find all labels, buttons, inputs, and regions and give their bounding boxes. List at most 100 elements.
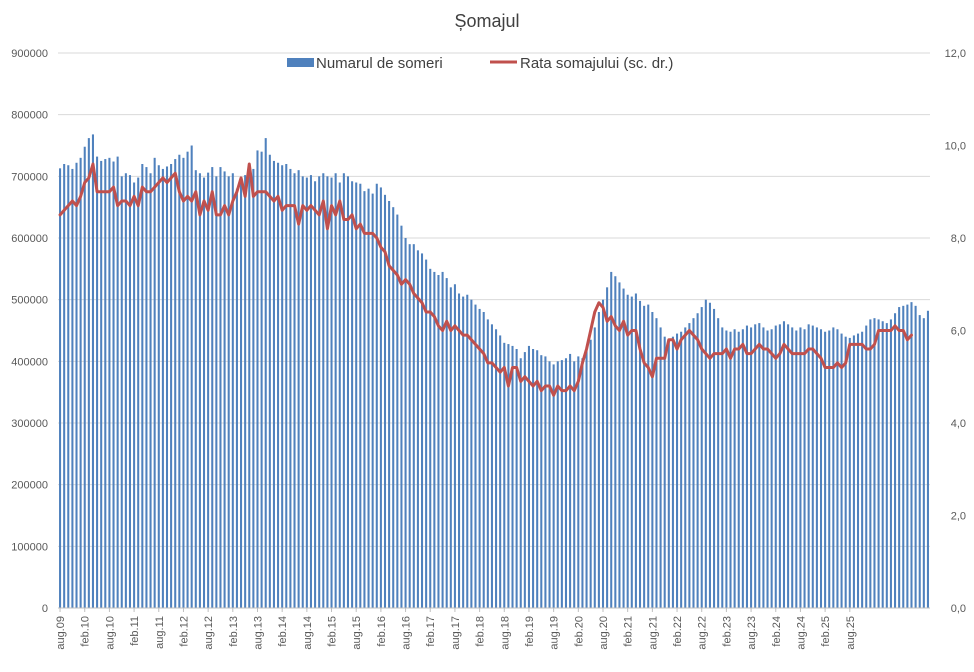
bar	[285, 164, 288, 608]
bar	[211, 167, 214, 608]
bar	[116, 156, 119, 608]
bar	[240, 182, 243, 608]
bar	[770, 329, 773, 608]
bar	[881, 321, 884, 608]
bar	[828, 330, 831, 608]
bar	[133, 182, 136, 608]
x-tick-label: feb.19	[524, 616, 536, 647]
x-tick-label: feb.25	[820, 616, 832, 647]
y-left-tick-label: 900000	[11, 48, 48, 60]
bar	[548, 361, 551, 608]
bar	[227, 176, 230, 608]
bar	[120, 176, 123, 608]
bar	[713, 308, 716, 608]
bar	[725, 330, 728, 608]
bar	[906, 304, 909, 608]
y-right-tick-label: 6,0	[951, 326, 966, 338]
bar	[799, 327, 802, 608]
bar	[297, 170, 300, 609]
bar	[322, 173, 325, 608]
x-tick-label: aug.25	[845, 616, 857, 650]
bar	[318, 176, 321, 608]
x-tick-label: feb.14	[277, 616, 289, 647]
bar	[754, 324, 757, 608]
bar	[844, 336, 847, 608]
x-tick-label: feb.10	[80, 616, 92, 647]
x-tick-label: feb.15	[327, 616, 339, 647]
bar	[412, 244, 415, 609]
bar	[515, 349, 518, 608]
bar	[601, 299, 605, 608]
bar	[597, 312, 600, 608]
y-left-tick-label: 600000	[11, 233, 48, 245]
bar	[87, 138, 90, 608]
bar	[536, 350, 539, 608]
bar	[486, 319, 489, 608]
x-tick-label: aug.18	[499, 616, 511, 650]
bar	[420, 253, 424, 609]
bar	[758, 323, 761, 608]
bar	[375, 183, 378, 609]
bar	[618, 282, 621, 608]
bar	[527, 345, 530, 608]
bar	[523, 352, 526, 608]
bar	[149, 173, 152, 608]
bar	[314, 181, 317, 608]
bar	[877, 319, 880, 608]
bar	[264, 138, 267, 608]
bar	[252, 168, 255, 608]
bar	[128, 175, 132, 608]
bar	[235, 188, 238, 609]
x-tick-label: aug.16	[401, 616, 413, 650]
bar	[309, 175, 312, 608]
bar	[819, 329, 823, 608]
bar	[474, 304, 477, 608]
bar	[100, 160, 103, 609]
x-tick-label: feb.24	[771, 616, 783, 647]
bar	[688, 323, 691, 608]
bar	[667, 339, 670, 608]
y-left-tick-label: 700000	[11, 171, 48, 183]
bar	[490, 324, 493, 608]
bar	[334, 173, 337, 608]
y-right-tick-label: 10,0	[945, 141, 966, 153]
x-tick-label: feb.18	[475, 616, 487, 647]
bar	[540, 355, 543, 608]
bar	[708, 302, 711, 608]
bar	[137, 177, 140, 608]
bar	[721, 327, 724, 608]
bar	[277, 162, 280, 608]
x-tick-label: aug.14	[302, 616, 314, 650]
legend: Numarul de someri Rata somajului (sc. dr…	[287, 55, 673, 72]
y-right-tick-label: 0,0	[951, 603, 966, 615]
bar	[873, 318, 876, 608]
legend-line-label: Rata somajului (sc. dr.)	[520, 55, 673, 72]
bar	[622, 288, 625, 608]
bar	[202, 177, 206, 608]
x-tick-label: feb.13	[228, 616, 240, 647]
chart-title: Șomajul	[454, 11, 519, 31]
bar	[272, 160, 275, 609]
bar	[634, 293, 637, 608]
bar	[807, 324, 810, 608]
bar	[914, 305, 917, 608]
bar	[71, 168, 74, 608]
bar	[470, 299, 473, 608]
bar	[83, 146, 86, 609]
bar	[865, 325, 868, 608]
bar	[67, 165, 70, 609]
bar	[388, 201, 391, 608]
bar	[815, 327, 818, 608]
bar	[778, 324, 781, 608]
bar	[519, 358, 522, 608]
bar	[700, 307, 703, 608]
x-tick-label: feb.21	[623, 616, 635, 647]
bar	[289, 168, 292, 608]
bar	[194, 170, 197, 609]
bar	[593, 327, 596, 608]
bar	[231, 173, 234, 608]
bar	[671, 336, 674, 608]
bar	[750, 327, 753, 608]
bar	[507, 344, 510, 608]
x-tick-label: feb.20	[573, 616, 585, 647]
